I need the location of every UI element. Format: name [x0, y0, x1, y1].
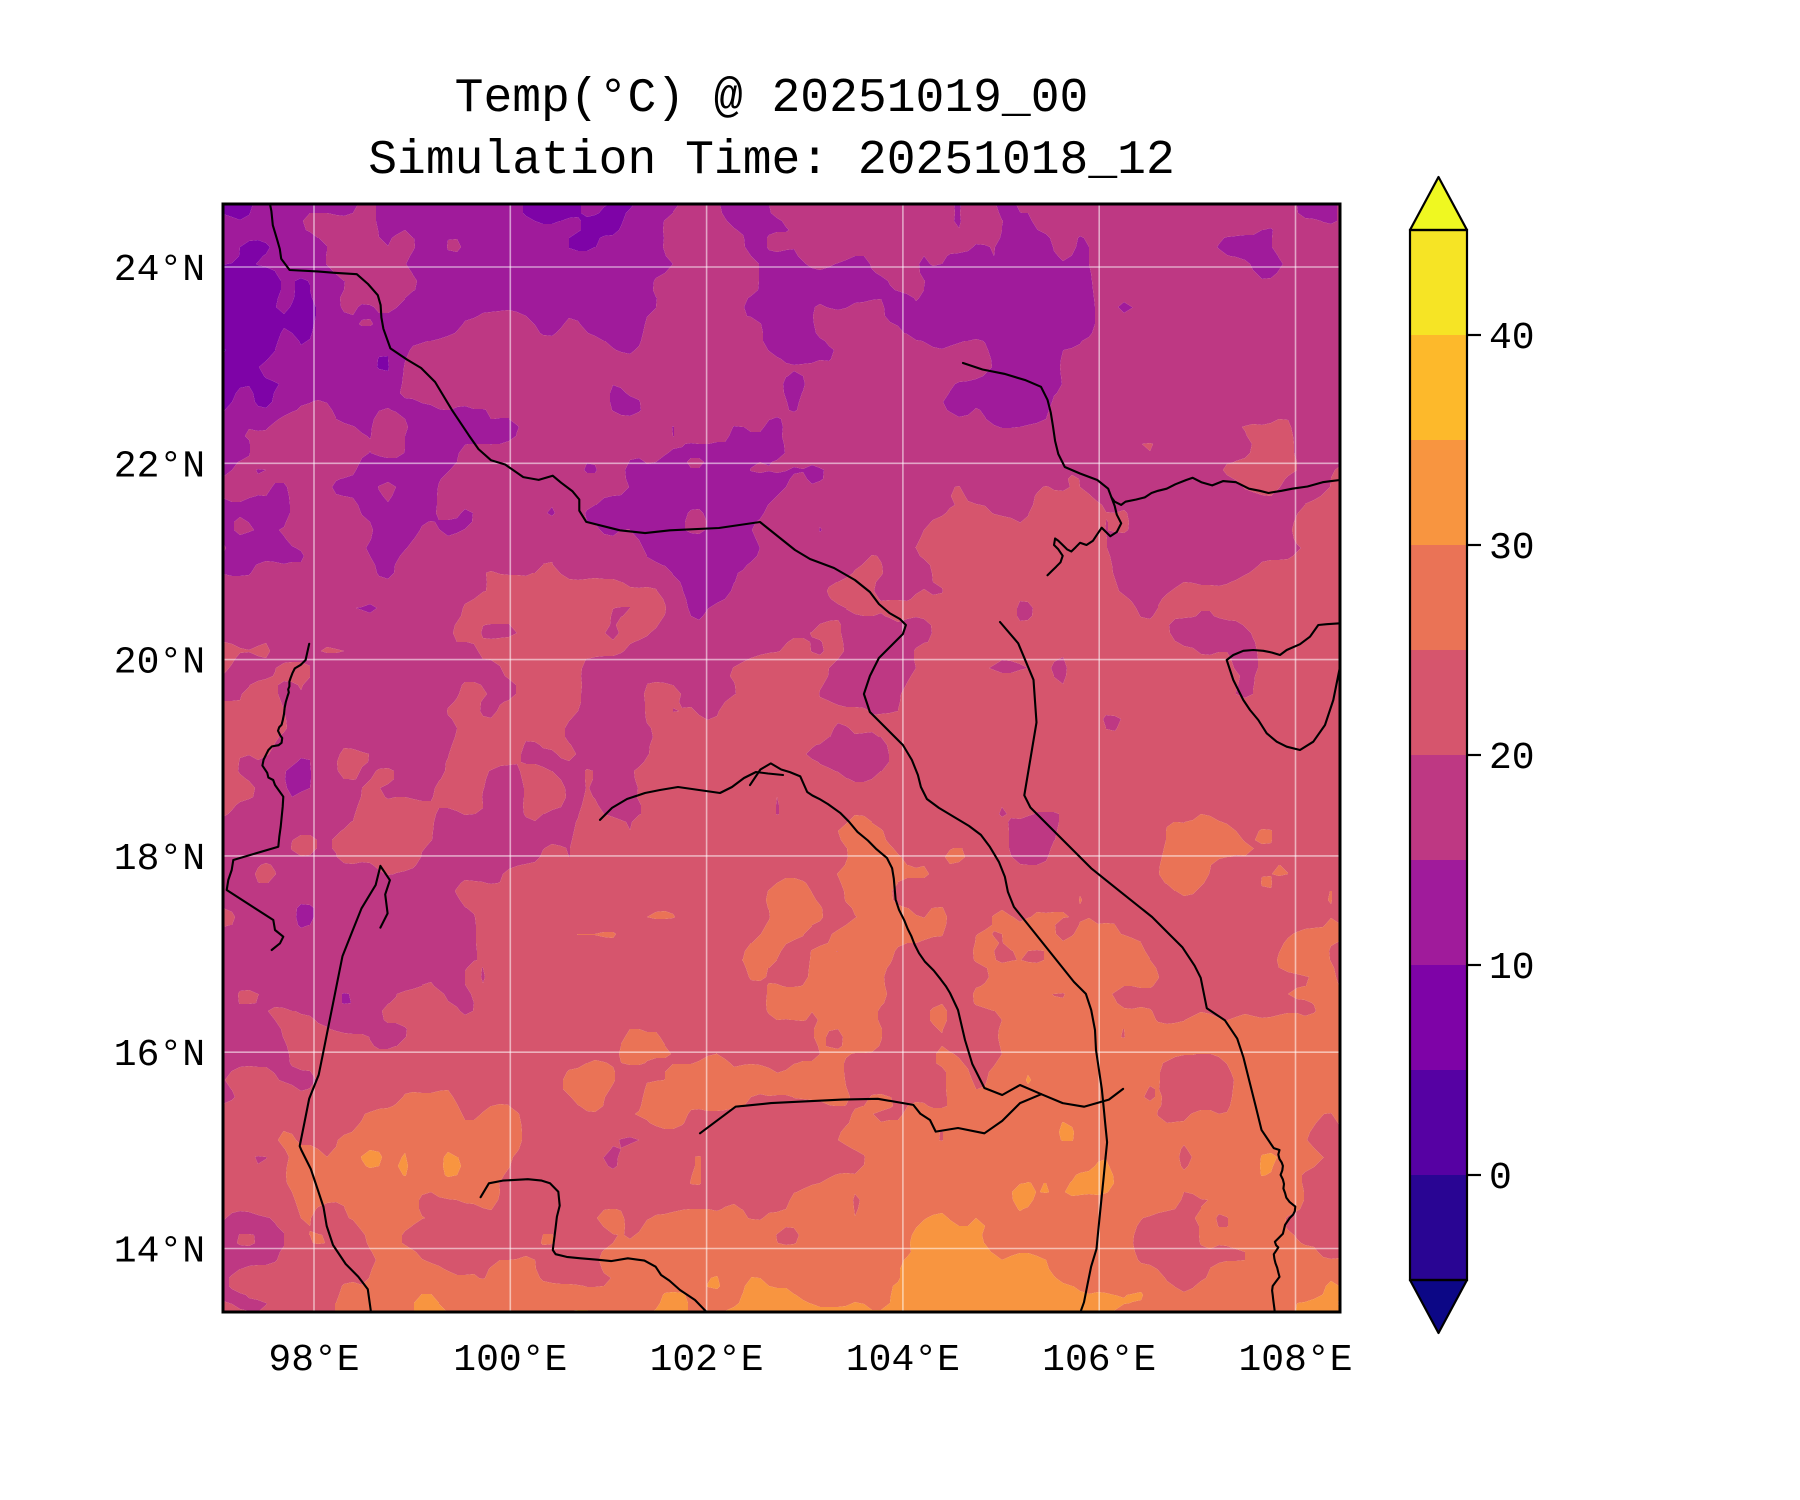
- svg-text:98°E: 98°E: [268, 1339, 359, 1382]
- svg-text:0: 0: [1489, 1157, 1512, 1200]
- svg-text:104°E: 104°E: [846, 1339, 960, 1382]
- svg-text:106°E: 106°E: [1042, 1339, 1156, 1382]
- svg-text:14°N: 14°N: [114, 1231, 205, 1274]
- svg-text:22°N: 22°N: [114, 445, 205, 488]
- svg-text:10: 10: [1489, 947, 1535, 990]
- svg-text:40: 40: [1489, 317, 1535, 360]
- svg-text:20°N: 20°N: [114, 642, 205, 685]
- svg-text:20: 20: [1489, 737, 1535, 780]
- svg-text:24°N: 24°N: [114, 249, 205, 292]
- svg-text:30: 30: [1489, 527, 1535, 570]
- svg-text:102°E: 102°E: [650, 1339, 764, 1382]
- svg-text:100°E: 100°E: [453, 1339, 567, 1382]
- svg-text:18°N: 18°N: [114, 838, 205, 881]
- svg-text:16°N: 16°N: [114, 1034, 205, 1077]
- svg-text:108°E: 108°E: [1238, 1339, 1352, 1382]
